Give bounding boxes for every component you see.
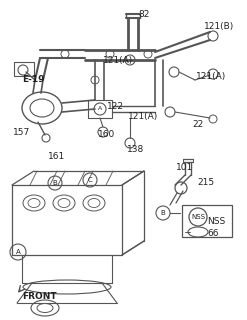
Text: E-19: E-19 xyxy=(22,75,44,84)
Text: FRONT: FRONT xyxy=(22,292,57,301)
Text: 121(A): 121(A) xyxy=(128,112,158,121)
Text: A: A xyxy=(98,107,102,111)
Text: 22: 22 xyxy=(192,120,203,129)
Text: A: A xyxy=(16,249,20,255)
Text: 82: 82 xyxy=(138,10,149,19)
Text: NSS: NSS xyxy=(207,217,225,226)
Text: B: B xyxy=(53,180,57,186)
Text: 121(A): 121(A) xyxy=(196,72,226,81)
Bar xyxy=(88,100,112,118)
Text: NSS: NSS xyxy=(191,214,205,220)
Text: 215: 215 xyxy=(197,178,214,187)
Text: 157: 157 xyxy=(13,128,30,137)
Text: C: C xyxy=(88,177,92,183)
Text: 122: 122 xyxy=(107,102,124,111)
Text: B: B xyxy=(161,210,165,216)
Text: 161: 161 xyxy=(48,152,65,161)
Text: 66: 66 xyxy=(207,229,219,238)
Text: 160: 160 xyxy=(98,130,115,139)
Bar xyxy=(182,205,232,237)
Text: 121(A): 121(A) xyxy=(103,56,133,65)
Bar xyxy=(14,62,34,76)
Text: 121(B): 121(B) xyxy=(204,22,234,31)
Text: 138: 138 xyxy=(127,145,144,154)
Text: 101: 101 xyxy=(176,163,193,172)
